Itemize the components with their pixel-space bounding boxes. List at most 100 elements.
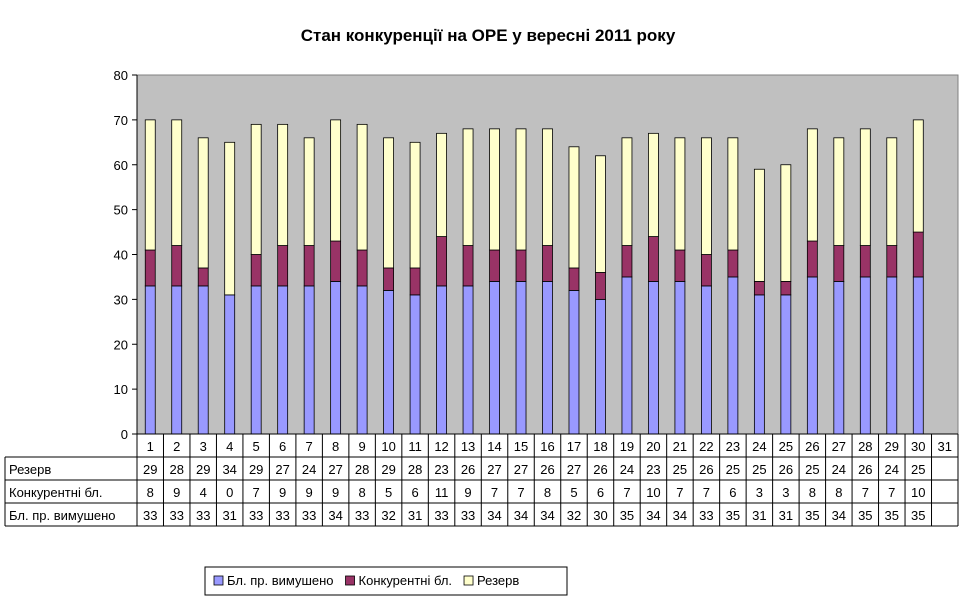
data-label: 25 [752, 462, 766, 477]
bar-reserve [383, 137, 394, 269]
data-table: 1 2 3 4 5 6 7 8 9 10 11 12 13 14 15 16 17 18 19 20 21 22 23 24 2… [4, 433, 959, 527]
data-label: 34 [328, 508, 342, 523]
data-label: 33 [143, 508, 157, 523]
bar-competitive [542, 245, 553, 282]
data-label: 26 [540, 462, 554, 477]
bar-competitive [303, 245, 315, 287]
bar-reserve [224, 141, 236, 296]
legend-label: Конкурентні бл. [359, 573, 453, 588]
bar-reserve [727, 137, 739, 251]
data-label: 28 [169, 462, 183, 477]
bar-reserve [409, 141, 421, 269]
bar-reserve [701, 137, 712, 255]
data-label: 24 [620, 462, 634, 477]
data-label: 27 [328, 462, 342, 477]
bar-forced [753, 294, 765, 435]
bar-reserve [674, 137, 686, 251]
data-label: 6 [411, 485, 418, 500]
x-tick-label: 19 [620, 439, 634, 454]
data-label: 34 [646, 508, 660, 523]
data-label: 8 [835, 485, 842, 500]
bar-reserve [462, 128, 474, 246]
bar-reserve [780, 164, 792, 282]
table-row-label: Резерв [9, 462, 51, 477]
x-tick-label: 21 [673, 439, 687, 454]
data-label: 8 [147, 485, 154, 500]
bar-competitive [436, 236, 447, 287]
data-label: 9 [332, 485, 339, 500]
data-label: 35 [885, 508, 899, 523]
data-label: 7 [253, 485, 260, 500]
bar-reserve [250, 123, 262, 255]
data-label: 34 [540, 508, 554, 523]
data-label: 34 [487, 508, 501, 523]
bar-reserve [595, 155, 606, 273]
data-label: 26 [699, 462, 713, 477]
data-label: 26 [858, 462, 872, 477]
x-tick-label: 3 [200, 439, 207, 454]
data-label: 7 [888, 485, 895, 500]
bar-competitive [806, 240, 818, 278]
bar-competitive [833, 245, 845, 282]
data-label: 3 [756, 485, 763, 500]
x-tick-label: 2 [173, 439, 180, 454]
bar-competitive [621, 245, 633, 278]
data-label: 0 [226, 485, 233, 500]
bar-forced [568, 289, 580, 435]
y-tick-label: 0 [121, 427, 128, 442]
y-tick-label: 80 [114, 68, 128, 83]
data-label: 33 [434, 508, 448, 523]
data-label: 7 [517, 485, 524, 500]
data-label: 7 [623, 485, 630, 500]
x-tick-label: 10 [381, 439, 395, 454]
bar-forced [462, 285, 474, 435]
data-label: 35 [620, 508, 634, 523]
bar-reserve [436, 132, 447, 237]
x-tick-label: 15 [514, 439, 528, 454]
x-tick-label: 4 [226, 439, 233, 454]
bar-forced [515, 281, 527, 435]
y-tick-label: 30 [114, 292, 128, 307]
data-label: 31 [222, 508, 236, 523]
bar-competitive [356, 249, 368, 287]
x-tick-label: 12 [434, 439, 448, 454]
data-label: 26 [779, 462, 793, 477]
data-label: 33 [249, 508, 263, 523]
legend-swatch [345, 575, 355, 586]
bar-forced [224, 294, 236, 435]
bar-reserve [859, 128, 871, 246]
x-tick-label: 26 [805, 439, 819, 454]
bar-competitive [515, 249, 527, 282]
bar-competitive [144, 249, 156, 287]
x-tick-label: 16 [540, 439, 554, 454]
bar-competitive [489, 249, 500, 282]
data-label: 25 [726, 462, 740, 477]
bar-competitive [780, 281, 792, 296]
data-label: 34 [514, 508, 528, 523]
bar-forced [542, 281, 553, 435]
x-tick-label: 25 [779, 439, 793, 454]
data-label: 24 [302, 462, 316, 477]
data-label: 9 [173, 485, 180, 500]
bar-forced [595, 298, 606, 435]
data-label: 33 [355, 508, 369, 523]
x-tick-label: 28 [858, 439, 872, 454]
data-label: 5 [385, 485, 392, 500]
bar-forced [303, 285, 315, 435]
data-label: 28 [408, 462, 422, 477]
bar-forced [277, 285, 289, 435]
bar-competitive [277, 245, 289, 287]
bar-reserve [912, 119, 924, 233]
bar-forced [171, 285, 183, 435]
bar-forced [780, 294, 792, 435]
x-tick-label: 14 [487, 439, 501, 454]
x-tick-label: 22 [699, 439, 713, 454]
data-label: 35 [726, 508, 740, 523]
data-label: 8 [809, 485, 816, 500]
bar-competitive [648, 236, 659, 282]
y-tick-label: 10 [114, 382, 128, 397]
data-label: 7 [862, 485, 869, 500]
x-tick-label: 6 [279, 439, 286, 454]
data-label: 26 [461, 462, 475, 477]
